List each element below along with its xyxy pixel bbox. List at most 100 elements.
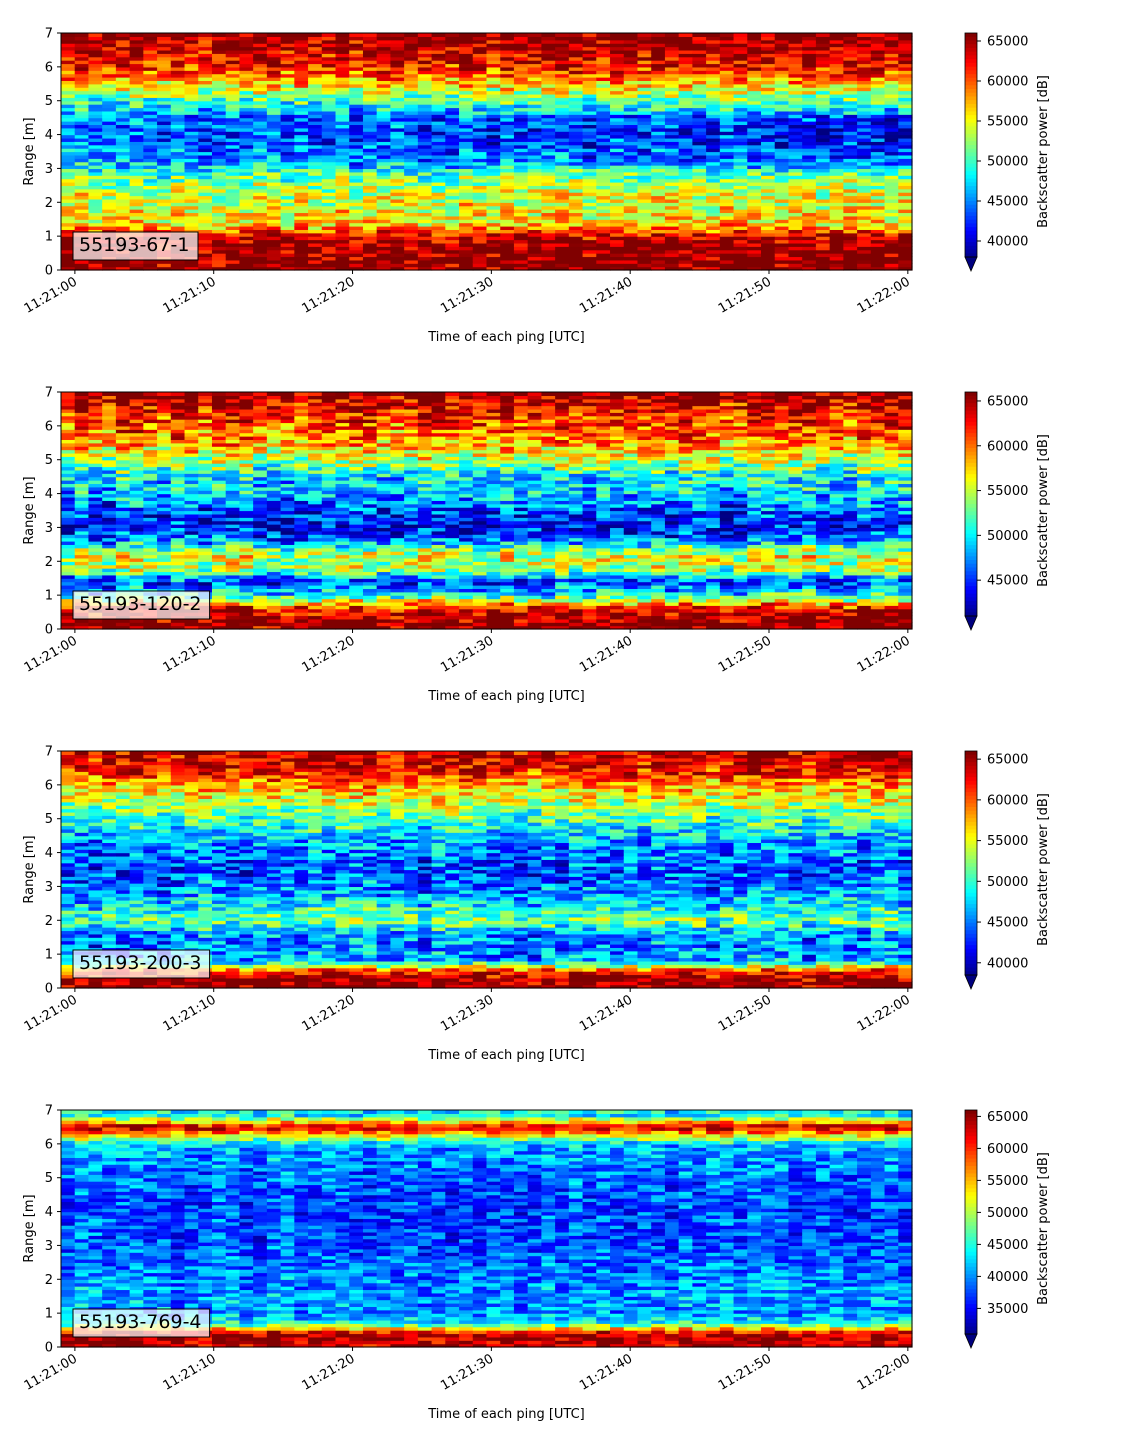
colorbar-segment bbox=[965, 100, 977, 105]
heatmap-cell bbox=[280, 121, 295, 126]
heatmap-cell bbox=[459, 256, 474, 261]
heatmap-cell bbox=[774, 70, 790, 75]
heatmap-cell bbox=[280, 93, 295, 98]
heatmap-cell bbox=[211, 202, 227, 207]
heatmap-cell bbox=[596, 215, 611, 220]
heatmap-cell bbox=[239, 165, 254, 170]
heatmap-cell bbox=[747, 60, 762, 65]
heatmap-cell bbox=[459, 225, 474, 230]
heatmap-cell bbox=[266, 229, 282, 234]
heatmap-cell bbox=[88, 449, 103, 454]
heatmap-cell bbox=[774, 110, 790, 115]
heatmap-cell bbox=[225, 198, 241, 203]
heatmap-cell bbox=[719, 168, 735, 173]
heatmap-cell bbox=[788, 266, 803, 271]
heatmap-cell bbox=[459, 175, 474, 180]
heatmap-cell bbox=[308, 100, 323, 105]
heatmap-cell bbox=[129, 215, 144, 220]
heatmap-cell bbox=[898, 263, 913, 268]
heatmap-cell bbox=[143, 104, 158, 109]
heatmap-cell bbox=[253, 100, 268, 105]
heatmap-cell bbox=[568, 114, 584, 119]
heatmap-cell bbox=[321, 121, 337, 126]
heatmap-cell bbox=[184, 161, 199, 166]
heatmap-cell bbox=[239, 171, 254, 176]
heatmap-cell bbox=[335, 70, 350, 75]
heatmap-cell bbox=[129, 551, 144, 556]
heatmap-cell bbox=[459, 249, 474, 254]
heatmap-cell bbox=[513, 36, 529, 41]
heatmap-cell bbox=[266, 53, 282, 58]
heatmap-cell bbox=[843, 195, 858, 200]
heatmap-cell bbox=[747, 266, 762, 271]
heatmap-cell bbox=[898, 198, 913, 203]
heatmap-cell bbox=[321, 49, 337, 54]
heatmap-cell bbox=[115, 564, 131, 569]
heatmap-cell bbox=[651, 212, 666, 217]
heatmap-cell bbox=[596, 253, 611, 258]
heatmap-cell bbox=[527, 46, 543, 51]
heatmap-cell bbox=[115, 134, 131, 139]
heatmap-cell bbox=[815, 33, 831, 37]
heatmap-cell bbox=[761, 107, 776, 112]
heatmap-cell bbox=[157, 198, 172, 203]
heatmap-cell bbox=[404, 93, 419, 98]
heatmap-cell bbox=[870, 134, 886, 139]
heatmap-cell bbox=[761, 70, 776, 75]
heatmap-cell bbox=[184, 192, 199, 197]
heatmap-cell bbox=[280, 107, 295, 112]
heatmap-cell bbox=[266, 222, 282, 227]
heatmap-cell bbox=[692, 66, 707, 71]
heatmap-cell bbox=[719, 263, 735, 268]
heatmap-cell bbox=[568, 104, 584, 109]
heatmap-cell bbox=[239, 225, 254, 230]
heatmap-cell bbox=[349, 154, 364, 159]
heatmap-cell bbox=[678, 212, 693, 217]
heatmap-cell bbox=[610, 63, 625, 68]
heatmap-cell bbox=[308, 154, 323, 159]
heatmap-cell bbox=[115, 154, 131, 159]
heatmap-cell bbox=[445, 192, 460, 197]
heatmap-cell bbox=[843, 151, 858, 156]
heatmap-cell bbox=[706, 171, 721, 176]
heatmap-cell bbox=[623, 77, 639, 81]
heatmap-cell bbox=[74, 530, 90, 535]
heatmap-cell bbox=[157, 171, 172, 176]
heatmap-cell bbox=[486, 46, 501, 51]
heatmap-cell bbox=[198, 198, 213, 203]
heatmap-cell bbox=[555, 70, 570, 75]
heatmap-cell bbox=[198, 70, 213, 75]
heatmap-cell bbox=[88, 158, 103, 163]
heatmap-cell bbox=[88, 446, 103, 451]
heatmap-cell bbox=[417, 134, 433, 139]
heatmap-cell bbox=[335, 253, 350, 258]
heatmap-cell bbox=[61, 476, 76, 481]
heatmap-cell bbox=[253, 202, 268, 207]
heatmap-cell bbox=[815, 131, 831, 136]
heatmap-cell bbox=[390, 107, 405, 112]
heatmap-cell bbox=[61, 60, 76, 65]
heatmap-cell bbox=[88, 578, 103, 583]
heatmap-cell bbox=[362, 232, 378, 237]
heatmap-cell bbox=[157, 83, 172, 88]
heatmap-cell bbox=[719, 256, 735, 261]
heatmap-cell bbox=[404, 77, 419, 81]
heatmap-cell bbox=[390, 188, 405, 193]
heatmap-cell bbox=[472, 131, 488, 136]
heatmap-cell bbox=[898, 49, 913, 54]
heatmap-cell bbox=[445, 205, 460, 210]
heatmap-cell bbox=[884, 175, 899, 180]
heatmap-cell bbox=[335, 117, 350, 122]
heatmap-cell bbox=[266, 43, 282, 48]
heatmap-cell bbox=[733, 178, 748, 183]
heatmap-cell bbox=[266, 239, 282, 244]
heatmap-cell bbox=[555, 209, 570, 214]
heatmap-cell bbox=[390, 63, 405, 68]
heatmap-cell bbox=[582, 77, 597, 81]
heatmap-cell bbox=[404, 117, 419, 122]
heatmap-cell bbox=[733, 168, 748, 173]
heatmap-cell bbox=[815, 104, 831, 109]
heatmap-cell bbox=[568, 46, 584, 51]
heatmap-cell bbox=[143, 625, 158, 630]
